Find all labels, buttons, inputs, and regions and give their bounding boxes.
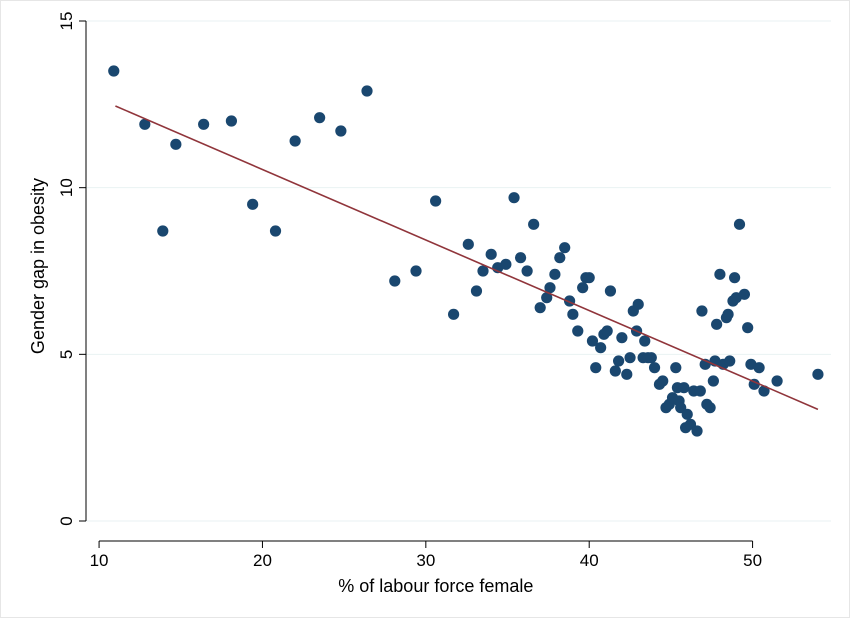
x-tick-label: 10 — [90, 551, 109, 570]
scatter-point — [691, 425, 703, 437]
scatter-point — [269, 225, 282, 237]
x-tick-label: 40 — [580, 551, 599, 570]
scatter-point — [554, 252, 566, 264]
scatter-point — [567, 308, 579, 320]
scatter-point — [521, 265, 533, 277]
scatter-point — [812, 368, 824, 380]
scatter-point — [753, 362, 765, 374]
scatter-point — [771, 375, 783, 387]
grid-lines — [86, 20, 831, 522]
scatter-point — [681, 408, 693, 420]
scatter-point — [632, 298, 644, 310]
scatter-point — [733, 218, 746, 230]
fit-line — [115, 105, 819, 411]
scatter-point — [410, 265, 422, 277]
scatter-point — [670, 362, 682, 374]
scatter-point — [314, 112, 326, 124]
scatter-point — [170, 138, 182, 150]
scatter-point — [139, 118, 151, 130]
axes: 0 5 10 15 10 20 30 40 50 — [57, 12, 762, 570]
scatter-point — [477, 265, 489, 277]
scatter-point — [361, 85, 373, 97]
scatter-point — [108, 65, 120, 77]
scatter-point — [289, 135, 301, 147]
scatter-point — [590, 362, 602, 374]
scatter-point — [639, 335, 651, 347]
data-points — [108, 65, 824, 437]
scatter-point — [500, 258, 512, 270]
scatter-point — [559, 242, 571, 254]
y-tick-label: 0 — [57, 516, 76, 525]
scatter-point — [577, 282, 589, 294]
scatter-point — [621, 368, 633, 380]
scatter-point — [601, 325, 613, 337]
scatter-point — [462, 238, 474, 250]
fit-line-group — [115, 105, 819, 411]
scatter-point — [247, 198, 259, 210]
x-tick-label: 20 — [253, 551, 272, 570]
scatter-point — [722, 308, 734, 320]
y-tick-label: 10 — [57, 178, 76, 197]
scatter-point — [225, 115, 238, 127]
scatter-point — [583, 272, 595, 284]
scatter-point — [616, 332, 628, 344]
scatter-point — [586, 335, 599, 347]
scatter-point — [595, 342, 607, 354]
scatter-point — [714, 268, 726, 280]
scatter-point — [613, 355, 625, 367]
scatter-point — [729, 272, 741, 284]
scatter-point — [470, 285, 483, 297]
scatter-point — [609, 365, 621, 377]
scatter-point — [748, 378, 760, 390]
scatter-point — [572, 325, 584, 337]
x-tick-label: 30 — [416, 551, 435, 570]
x-axis-label: % of labour force female — [338, 576, 533, 596]
scatter-point — [544, 282, 556, 294]
scatter-point — [696, 305, 708, 317]
scatter-point — [724, 355, 736, 367]
scatter-point — [707, 375, 719, 387]
scatter-point — [738, 288, 751, 300]
scatter-point — [711, 318, 723, 330]
y-axis-label: Gender gap in obesity — [28, 178, 48, 354]
scatter-point — [198, 118, 210, 130]
scatter-point — [335, 125, 347, 137]
scatter-point — [678, 382, 690, 394]
scatter-point — [514, 252, 527, 264]
x-tick-label: 50 — [743, 551, 762, 570]
scatter-point — [430, 195, 442, 207]
scatter-point — [624, 352, 636, 364]
scatter-point — [508, 192, 520, 204]
scatter-point — [604, 285, 617, 297]
scatter-point — [657, 375, 669, 387]
scatter-point — [534, 302, 546, 314]
scatter-point — [157, 225, 169, 237]
scatter-point — [694, 385, 706, 397]
scatter-point — [447, 308, 460, 320]
scatter-point — [758, 385, 770, 397]
scatter-point — [549, 268, 561, 280]
scatter-point — [541, 292, 553, 304]
scatter-point — [645, 352, 657, 364]
y-tick-label: 15 — [57, 12, 76, 31]
scatter-point — [648, 362, 661, 374]
scatter-point — [389, 275, 401, 287]
scatter-point — [704, 402, 716, 414]
y-tick-label: 5 — [57, 350, 76, 359]
scatter-point — [742, 322, 754, 334]
scatter-point — [528, 218, 540, 230]
scatter-point — [485, 248, 497, 260]
